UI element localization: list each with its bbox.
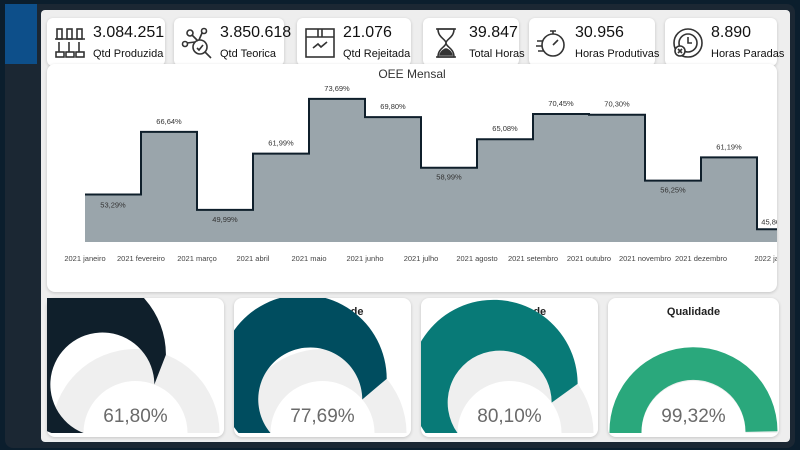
data-label: 61,99% <box>268 139 294 148</box>
x-tick-label: 2021 agosto <box>456 254 497 263</box>
oee-monthly-chart-panel: OEE Mensal 53,29% 2021 janeiro 66,64% 2021 … <box>47 64 777 292</box>
report-canvas: 3.084.251 Qtd Produzida 3.850.618 Qtd Te… <box>41 10 790 442</box>
kpi-value: 8.890 <box>711 24 752 41</box>
data-label: 56,25% <box>660 186 686 195</box>
kpi-card-horas-produtivas[interactable]: 30.956 Horas Produtivas <box>529 18 659 66</box>
kpi-label: Qtd Teorica <box>220 48 277 60</box>
kpi-value: 39.847 <box>469 24 518 41</box>
kpi-card-qtd-rejeitada[interactable]: 21.076 Qtd Rejeitada <box>297 18 411 66</box>
hourglass-icon <box>436 28 456 58</box>
gauge-fill <box>234 298 387 433</box>
gauge-value-label: 99,32% <box>661 406 726 427</box>
x-tick-label: 2021 setembro <box>508 254 558 263</box>
damaged-box-icon <box>305 28 335 58</box>
gauge-value-label: 77,69% <box>290 406 355 427</box>
oee-area-fill <box>85 98 777 242</box>
kpi-card-qtd-produzida[interactable]: 3.084.251 Qtd Produzida <box>47 18 165 66</box>
oee-step-chart: 53,29% 2021 janeiro 66,64% 2021 fevereiro 49… <box>64 84 777 263</box>
x-tick-label: 2021 maio <box>291 254 326 263</box>
kpi-label: Qtd Rejeitada <box>343 48 411 60</box>
data-label: 70,30% <box>604 100 630 109</box>
x-tick-label: 2021 abril <box>237 254 270 263</box>
gauge-fill <box>421 299 578 433</box>
gauge-card-produtividade: Produtividade 80,10% <box>421 298 598 437</box>
oee-step-line <box>85 97 777 231</box>
data-label: 65,08% <box>492 124 518 133</box>
gauge-track <box>51 349 220 433</box>
analysis-gear-icon <box>181 27 212 59</box>
x-tick-label: 2021 março <box>177 254 217 263</box>
data-label: 49,99% <box>212 215 238 224</box>
produtividade-gauge: 80,10% <box>421 299 594 433</box>
data-label: 66,64% <box>156 117 182 126</box>
x-tick-label: 2021 dezembro <box>675 254 727 263</box>
gauge-card-oee: OEE 61,80% <box>47 298 224 437</box>
kpi-label: Qtd Produzida <box>93 48 164 60</box>
data-label: 58,99% <box>436 173 462 182</box>
data-label: 73,69% <box>324 84 350 93</box>
kpi-card-horas-paradas[interactable]: 8.890 Horas Paradas <box>665 18 784 66</box>
oee-gauge: 61,80% <box>47 298 220 433</box>
x-tick-label: 2021 julho <box>404 254 439 263</box>
data-label: 70,45% <box>548 99 574 108</box>
x-tick-label: 2021 fevereiro <box>117 254 165 263</box>
kpi-card-qtd-teorica[interactable]: 3.850.618 Qtd Teorica <box>174 18 291 66</box>
gauge-fill <box>609 347 778 433</box>
nav-accent-tab[interactable] <box>5 4 37 64</box>
data-label: 69,80% <box>380 102 406 111</box>
data-label: 53,29% <box>100 200 126 209</box>
kpi-card-total-horas[interactable]: 39.847 Total Horas <box>423 18 525 66</box>
stopped-clock-icon <box>673 28 703 58</box>
factory-robot-icon <box>55 28 85 58</box>
gauge-card-qualidade: Qualidade 99,32% <box>608 298 779 437</box>
kpi-value: 21.076 <box>343 24 392 41</box>
kpi-label: Horas Paradas <box>711 48 785 60</box>
gauge-fill <box>47 298 166 433</box>
kpi-label: Horas Produtivas <box>575 48 660 60</box>
kpi-label: Total Horas <box>469 48 525 60</box>
x-tick-label: 2022 janeiro <box>754 254 777 263</box>
kpi-value: 3.084.251 <box>93 24 165 41</box>
data-label: 45,86% <box>761 217 777 226</box>
disponibilidade-gauge: 77,69% <box>234 298 407 433</box>
gauge-card-disponibilidade: Disponibilidade 77,69% <box>234 298 411 437</box>
data-label: 61,19% <box>716 142 742 151</box>
gauge-value-label: 80,10% <box>477 406 542 427</box>
kpi-value: 30.956 <box>575 24 624 41</box>
gauge-value-label: 61,80% <box>103 406 168 427</box>
qualidade-gauge: 99,32% <box>609 347 778 433</box>
x-tick-label: 2021 janeiro <box>64 254 105 263</box>
chart-title: OEE Mensal <box>378 67 446 81</box>
stopwatch-icon <box>536 30 565 57</box>
kpi-value: 3.850.618 <box>220 24 292 41</box>
gauge-title: Qualidade <box>666 306 721 318</box>
x-tick-label: 2021 outubro <box>567 254 611 263</box>
x-tick-label: 2021 junho <box>346 254 383 263</box>
x-tick-label: 2021 novembro <box>619 254 671 263</box>
